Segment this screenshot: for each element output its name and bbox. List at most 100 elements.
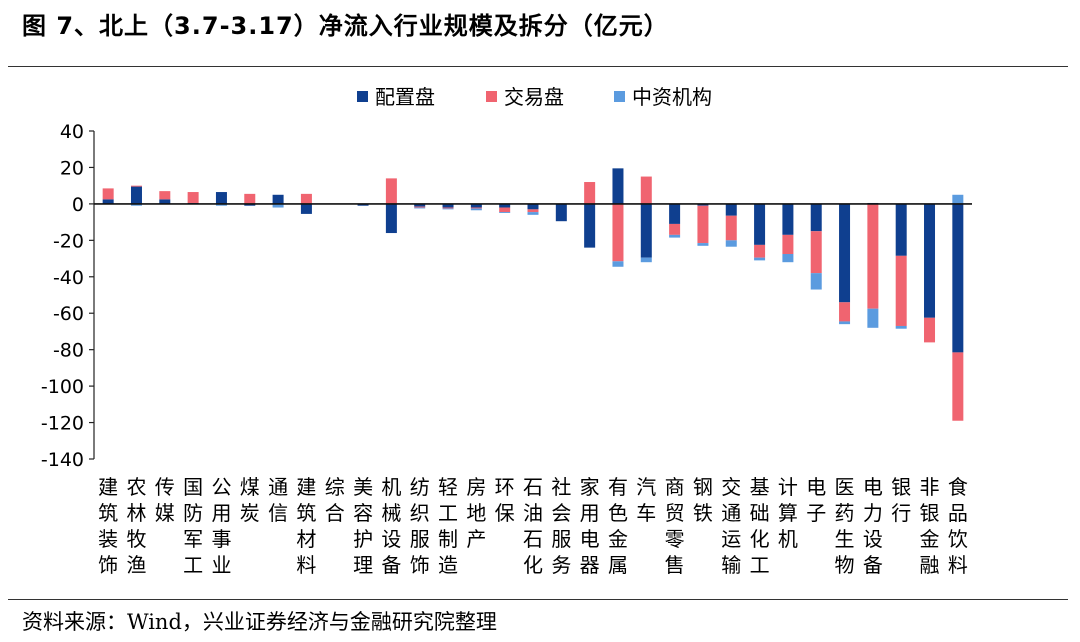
y-tick-label: -60 — [53, 303, 84, 325]
bar-中资机构-石油石化 — [527, 212, 539, 215]
x-tick-label: 汽车 — [636, 475, 656, 525]
y-tick-label: -40 — [53, 267, 84, 289]
bar-交易盘-银行 — [895, 255, 907, 326]
x-tick-label: 基础化工 — [750, 475, 770, 577]
bar-交易盘-计算机 — [782, 234, 794, 254]
bar-中资机构-钢铁 — [697, 243, 709, 246]
x-tick-label: 煤炭 — [240, 475, 260, 525]
bar-中资机构-有色金属 — [612, 261, 624, 267]
bar-配置盘-环保 — [499, 203, 511, 208]
bar-中资机构-商贸零售 — [669, 234, 681, 238]
x-tick-label: 食品饮料 — [948, 475, 968, 577]
bar-交易盘-建筑材料 — [300, 193, 312, 204]
bar-配置盘-计算机 — [782, 203, 794, 235]
bar-配置盘-有色金属 — [612, 168, 624, 204]
bar-配置盘-轻工制造 — [442, 203, 454, 208]
bar-交易盘-轻工制造 — [442, 207, 454, 209]
bar-中资机构-轻工制造 — [442, 208, 454, 210]
y-tick-label: -120 — [41, 413, 84, 435]
x-tick-label: 房地产 — [466, 475, 486, 551]
bar-中资机构-通信 — [272, 203, 284, 208]
bar-交易盘-商贸零售 — [669, 223, 681, 235]
x-tick-label: 纺织服饰 — [410, 475, 430, 577]
bar-配置盘-家用电器 — [584, 203, 596, 248]
bar-配置盘-传媒 — [159, 199, 171, 204]
bar-配置盘-农林牧渔 — [130, 186, 142, 204]
bottom-rule — [8, 599, 1068, 600]
chart-bars — [94, 168, 972, 421]
x-tick-label: 银行 — [891, 475, 911, 525]
x-tick-label: 建筑装饰 — [98, 475, 118, 577]
bar-中资机构-纺织服饰 — [414, 207, 426, 209]
bar-交易盘-纺织服饰 — [414, 206, 426, 208]
bar-中资机构-基础化工 — [754, 257, 766, 261]
y-tick-label: -140 — [41, 449, 84, 471]
bar-中资机构-银行 — [895, 325, 907, 329]
bar-配置盘-银行 — [895, 203, 907, 256]
chart-legend: 配置盘 交易盘 中资机构 — [357, 85, 712, 109]
legend-swatch-交易盘 — [486, 91, 497, 102]
bar-配置盘-纺织服饰 — [414, 203, 426, 207]
bar-配置盘-交通运输 — [725, 203, 737, 216]
bar-配置盘-建筑装饰 — [102, 199, 114, 204]
bar-交易盘-医药生物 — [839, 302, 851, 322]
y-tick-label: -20 — [53, 230, 84, 252]
x-tick-label: 医药生物 — [835, 475, 855, 577]
bar-配置盘-公用事业 — [215, 192, 227, 204]
x-tick-label: 石油石化 — [523, 475, 543, 577]
bar-配置盘-煤炭 — [244, 203, 256, 206]
bar-配置盘-通信 — [272, 194, 284, 204]
y-tick-label: -80 — [53, 340, 84, 362]
bar-交易盘-有色金属 — [612, 203, 624, 262]
x-tick-label: 通信 — [268, 475, 288, 525]
bar-中资机构-房地产 — [470, 208, 482, 211]
bar-交易盘-汽车 — [640, 176, 652, 204]
bar-中资机构-电子 — [810, 273, 822, 290]
bar-交易盘-电力设备 — [867, 203, 879, 309]
x-tick-label: 交通运输 — [721, 475, 741, 577]
bar-交易盘-食品饮料 — [952, 352, 964, 421]
bar-交易盘-电子 — [810, 231, 822, 274]
legend-swatch-配置盘 — [357, 91, 368, 102]
bar-交易盘-家用电器 — [584, 182, 596, 204]
x-axis-labels: 建筑装饰农林牧渔传媒国防军工公用事业煤炭通信建筑材料综合美容护理机械设备纺织服饰… — [98, 475, 968, 577]
bar-配置盘-基础化工 — [754, 203, 766, 245]
x-tick-label: 国防军工 — [183, 475, 203, 577]
bar-配置盘-社会服务 — [555, 203, 567, 222]
bar-交易盘-国防军工 — [187, 192, 199, 203]
bar-交易盘-农林牧渔 — [130, 185, 142, 187]
x-tick-label: 有色金属 — [608, 475, 628, 577]
bar-配置盘-汽车 — [640, 203, 652, 258]
bar-配置盘-商贸零售 — [669, 203, 681, 224]
x-tick-label: 商贸零售 — [665, 475, 685, 577]
legend-label: 中资机构 — [632, 85, 712, 109]
x-tick-label: 社会服务 — [551, 475, 571, 577]
x-tick-label: 传媒 — [155, 475, 175, 525]
x-tick-label: 美容护理 — [353, 475, 373, 577]
bar-交易盘-机械设备 — [385, 178, 397, 204]
bar-配置盘-机械设备 — [385, 203, 397, 234]
x-tick-label: 计算机 — [778, 475, 798, 551]
bar-配置盘-房地产 — [470, 203, 482, 208]
bar-配置盘-医药生物 — [839, 203, 851, 303]
bar-配置盘-食品饮料 — [952, 203, 964, 353]
bar-交易盘-房地产 — [470, 207, 482, 209]
bar-中资机构-计算机 — [782, 254, 794, 263]
x-tick-label: 家用电器 — [580, 475, 600, 577]
y-tick-label: 0 — [72, 194, 84, 216]
figure-title: 图 7、北上（3.7-3.17）净流入行业规模及拆分（亿元） — [22, 12, 669, 40]
legend-label: 配置盘 — [375, 85, 435, 109]
x-tick-label: 电力设备 — [863, 475, 883, 577]
x-tick-label: 电子 — [806, 475, 826, 525]
bar-交易盘-传媒 — [159, 191, 171, 200]
bar-中资机构-交通运输 — [725, 240, 737, 247]
bar-中资机构-食品饮料 — [952, 194, 964, 204]
bar-中资机构-电力设备 — [867, 308, 879, 328]
x-tick-label: 农林牧渔 — [126, 475, 146, 577]
bar-中资机构-农林牧渔 — [130, 203, 142, 206]
x-tick-label: 建筑材料 — [296, 475, 316, 577]
y-axis: 40 20 0 -20 -40 -60 -80 -100 -120 -140 — [41, 121, 95, 471]
bar-中资机构-汽车 — [640, 257, 652, 263]
x-tick-label: 综合 — [325, 475, 345, 525]
